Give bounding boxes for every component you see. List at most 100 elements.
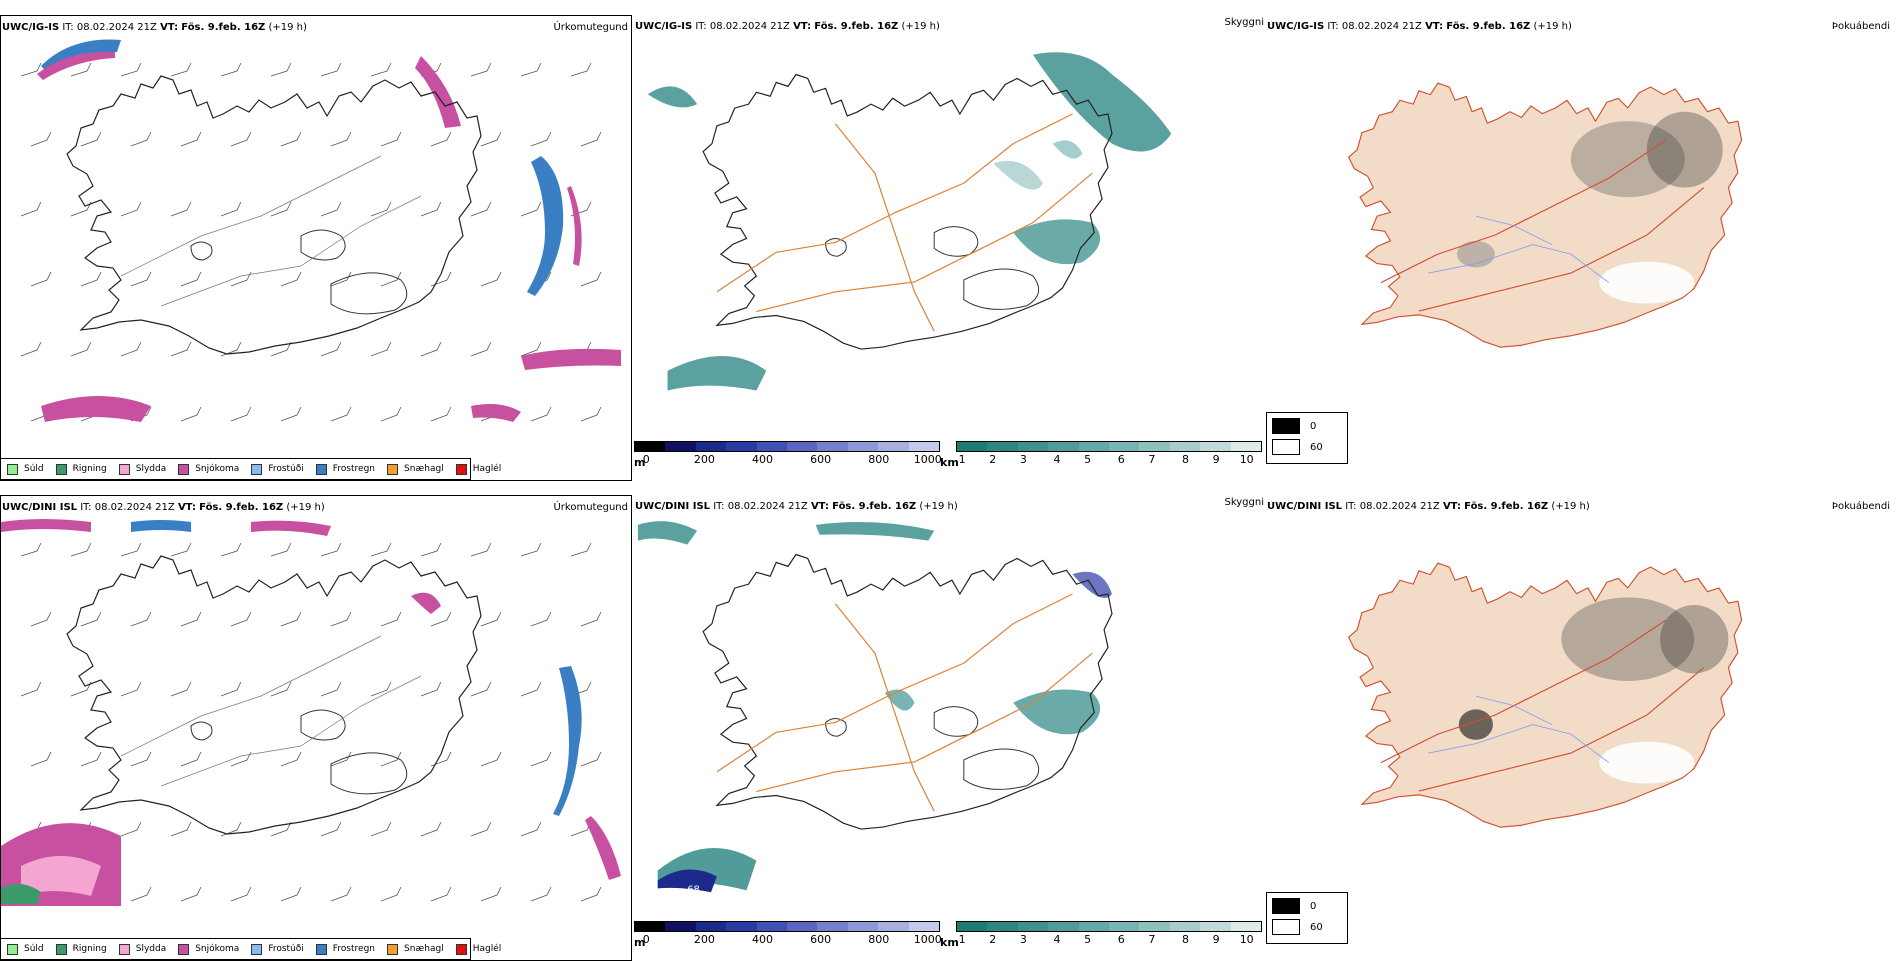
height-scale-ticks: 0 200 400 600 800 1000 bbox=[642, 453, 942, 466]
precip-type-map bbox=[20, 39, 621, 422]
fog-panel-row1: UWC/IG-IS IT: 08.02.2024 21Z VT: Fös. 9.… bbox=[1266, 15, 1900, 481]
it-label: IT: bbox=[62, 22, 74, 33]
vt-label: VT: bbox=[810, 501, 829, 512]
panel-header: UWC/DINI ISL IT: 08.02.2024 21Z VT: Fös.… bbox=[635, 501, 958, 512]
lead-time: (+19 h) bbox=[901, 21, 940, 32]
fog-legend-item-0: 0 bbox=[1272, 418, 1347, 434]
height-scale-ticks: 0 200 400 600 800 1000 bbox=[642, 933, 942, 946]
panel-header: UWC/IG-IS IT: 08.02.2024 21Z VT: Fös. 9.… bbox=[635, 21, 940, 32]
legend-item-slydda: Slydda bbox=[118, 463, 166, 475]
lead-time: (+19 h) bbox=[268, 22, 307, 33]
precip-type-panel-row2: UWC/DINI ISL IT: 08.02.2024 21Z VT: Fös.… bbox=[0, 495, 632, 961]
height-unit: m bbox=[634, 456, 646, 469]
legend-item-haglel: Haglél bbox=[455, 463, 501, 475]
fog-panel-row2: UWC/DINI ISL IT: 08.02.2024 21Z VT: Fös.… bbox=[1266, 495, 1900, 961]
vt-label: VT: bbox=[160, 22, 179, 33]
it-value: 08.02.2024 21Z bbox=[727, 501, 808, 512]
height-scale-bar bbox=[634, 921, 940, 932]
lead-time: (+19 h) bbox=[1551, 501, 1590, 512]
distance-scale-ticks: 1 2 3 4 5 6 7 8 9 10 bbox=[958, 453, 1254, 466]
it-label: IT: bbox=[80, 502, 92, 513]
legend-item-sudl: Súld bbox=[7, 463, 44, 475]
visibility-map: 68 bbox=[637, 521, 1113, 895]
legend-item-snjokoma: Snjókoma bbox=[178, 463, 239, 475]
legend-item-sudl: Súld bbox=[7, 943, 44, 955]
it-value: 08.02.2024 21Z bbox=[1341, 21, 1422, 32]
legend-item-snaehagl: Snæhagl bbox=[387, 463, 444, 475]
panel-title: Þokuábendi bbox=[1831, 501, 1890, 512]
it-label: IT: bbox=[713, 501, 725, 512]
legend-item-rigning: Rigning bbox=[55, 943, 107, 955]
height-scale: 0 200 400 600 800 1000 bbox=[634, 441, 942, 466]
legend-item-frostudi: Frostúði bbox=[251, 943, 304, 955]
vt-value: Fös. 9.feb. 16Z bbox=[1446, 21, 1531, 32]
legend-item-slydda: Slydda bbox=[118, 943, 166, 955]
vt-value: Fös. 9.feb. 16Z bbox=[832, 501, 917, 512]
distance-unit: km bbox=[940, 936, 959, 949]
vt-label: VT: bbox=[177, 502, 196, 513]
it-value: 08.02.2024 21Z bbox=[76, 22, 157, 33]
fog-map bbox=[1348, 562, 1743, 828]
model-name: UWC/DINI ISL bbox=[2, 502, 78, 513]
it-value: 08.02.2024 21Z bbox=[709, 21, 790, 32]
model-name: UWC/IG-IS bbox=[635, 21, 693, 32]
it-value: 08.02.2024 21Z bbox=[1359, 501, 1440, 512]
panel-header: UWC/DINI ISL IT: 08.02.2024 21Z VT: Fös.… bbox=[1267, 501, 1590, 512]
fog-legend-item-0: 0 bbox=[1272, 898, 1347, 914]
panel-header: UWC/IG-IS IT: 08.02.2024 21Z VT: Fös. 9.… bbox=[1267, 21, 1572, 32]
model-name: UWC/IG-IS bbox=[2, 22, 60, 33]
distance-scale-bar bbox=[956, 921, 1262, 932]
model-name: UWC/DINI ISL bbox=[635, 501, 711, 512]
distance-unit: km bbox=[940, 456, 959, 469]
legend-item-rigning: Rigning bbox=[55, 463, 107, 475]
distance-scale-bar bbox=[956, 441, 1262, 452]
lead-time: (+19 h) bbox=[1533, 21, 1572, 32]
panel-title: Skyggni bbox=[1224, 497, 1264, 508]
precip-legend: Súld Rigning Slydda Snjókoma Frostúði Fr… bbox=[1, 938, 501, 960]
visibility-panel-row2: UWC/DINI ISL IT: 08.02.2024 21Z VT: Fös.… bbox=[634, 495, 1266, 961]
precip-type-map bbox=[1, 519, 621, 906]
panel-title: Þokuábendi bbox=[1831, 21, 1890, 32]
model-name: UWC/DINI ISL bbox=[1267, 501, 1343, 512]
lead-time: (+19 h) bbox=[919, 501, 958, 512]
it-value: 08.02.2024 21Z bbox=[94, 502, 175, 513]
height-scale: 0 200 400 600 800 1000 bbox=[634, 921, 942, 946]
model-name: UWC/IG-IS bbox=[1267, 21, 1325, 32]
legend-item-haglel: Haglél bbox=[455, 943, 501, 955]
fog-legend-item-60: 60 bbox=[1272, 439, 1347, 455]
visibility-panel-row1: UWC/IG-IS IT: 08.02.2024 21Z VT: Fös. 9.… bbox=[634, 15, 1266, 481]
visibility-map bbox=[647, 52, 1172, 391]
lead-time: (+19 h) bbox=[286, 502, 325, 513]
panel-title: Skyggni bbox=[1224, 17, 1264, 28]
panel-header: UWC/DINI ISL IT: 08.02.2024 21Z VT: Fös.… bbox=[2, 502, 325, 513]
precip-type-panel-row1: UWC/IG-IS IT: 08.02.2024 21Z VT: Fös. 9.… bbox=[0, 15, 632, 481]
height-unit: m bbox=[634, 936, 646, 949]
fog-legend-item-60: 60 bbox=[1272, 919, 1347, 935]
legend-item-snjokoma: Snjókoma bbox=[178, 943, 239, 955]
fog-map bbox=[1348, 82, 1743, 348]
vt-value: Fös. 9.feb. 16Z bbox=[814, 21, 899, 32]
it-label: IT: bbox=[1327, 21, 1339, 32]
legend-item-snaehagl: Snæhagl bbox=[387, 943, 444, 955]
vt-label: VT: bbox=[1425, 21, 1444, 32]
legend-item-frostregn: Frostregn bbox=[315, 943, 375, 955]
vt-label: VT: bbox=[1442, 501, 1461, 512]
legend-item-frostregn: Frostregn bbox=[315, 463, 375, 475]
distance-scale-ticks: 1 2 3 4 5 6 7 8 9 10 bbox=[958, 933, 1254, 946]
height-scale-bar bbox=[634, 441, 940, 452]
panel-header: UWC/IG-IS IT: 08.02.2024 21Z VT: Fös. 9.… bbox=[2, 22, 307, 33]
panel-title: Úrkomutegund bbox=[553, 502, 628, 513]
distance-scale: 1 2 3 4 5 6 7 8 9 10 bbox=[956, 921, 1262, 946]
panel-title: Úrkomutegund bbox=[553, 22, 628, 33]
fog-legend-row1: 0 60 bbox=[1266, 412, 1348, 464]
precip-legend: Súld Rigning Slydda Snjókoma Frostúði Fr… bbox=[1, 458, 501, 480]
it-label: IT: bbox=[695, 21, 707, 32]
fog-legend-row2: 0 60 bbox=[1266, 892, 1348, 944]
vt-value: Fös. 9.feb. 16Z bbox=[181, 22, 266, 33]
distance-scale: 1 2 3 4 5 6 7 8 9 10 bbox=[956, 441, 1262, 466]
vt-value: Fös. 9.feb. 16Z bbox=[1464, 501, 1549, 512]
vt-value: Fös. 9.feb. 16Z bbox=[199, 502, 284, 513]
min-height-label: 68 bbox=[687, 884, 700, 895]
vt-label: VT: bbox=[793, 21, 812, 32]
legend-item-frostudi: Frostúði bbox=[251, 463, 304, 475]
